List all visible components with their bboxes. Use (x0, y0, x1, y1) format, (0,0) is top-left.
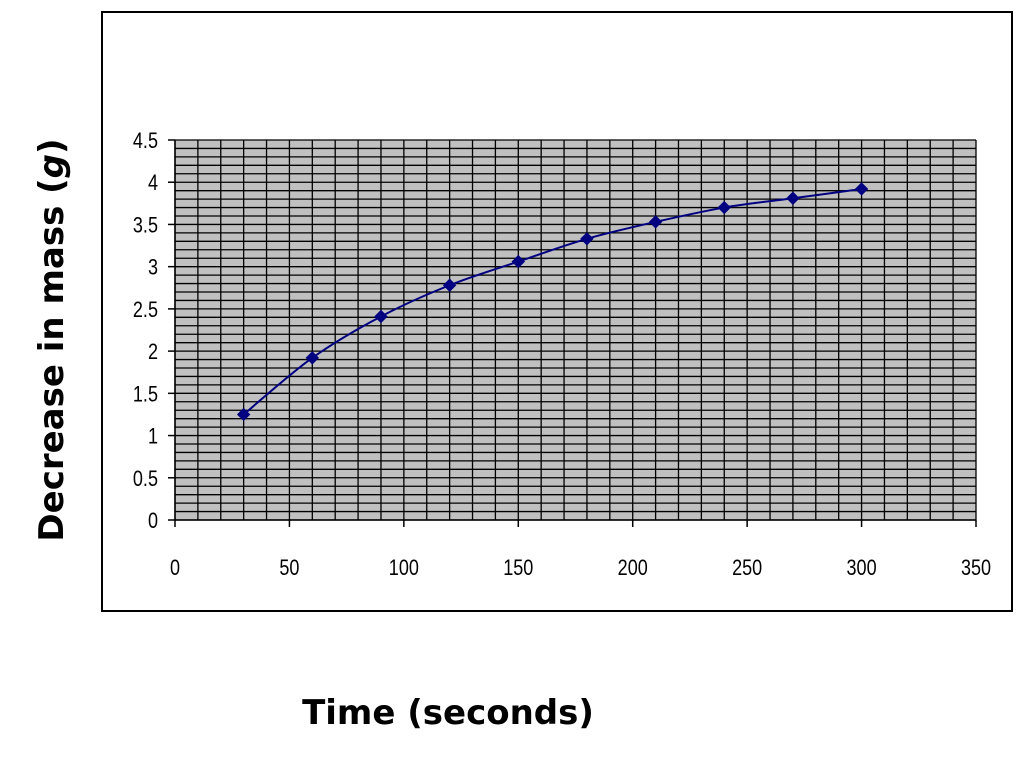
y-tick-label: 3 (148, 256, 158, 280)
x-tick-label: 50 (279, 556, 299, 580)
x-tick-label: 200 (618, 556, 648, 580)
y-tick-label: 3.5 (133, 214, 158, 238)
series-line (243, 187, 862, 416)
y-tick-label: 2.5 (133, 298, 158, 322)
data-point (305, 351, 320, 365)
axes (168, 139, 977, 527)
y-tick-label: 2 (148, 341, 158, 365)
data-point (442, 278, 457, 292)
y-tick-label: 4 (148, 172, 158, 196)
x-tick-label: 0 (170, 556, 180, 580)
x-tick-label: 350 (961, 556, 991, 580)
y-axis-title-unit: g (32, 153, 72, 179)
grid-lines (174, 139, 977, 521)
y-tick-label: 4.5 (133, 129, 158, 153)
y-axis-title-close: ) (32, 138, 72, 154)
data-point (717, 200, 731, 215)
data-point (374, 309, 388, 324)
x-tick-label: 250 (732, 556, 762, 580)
x-tick-label: 100 (389, 556, 419, 580)
y-tick-label: 1.5 (133, 383, 158, 407)
tick-labels: 0 50 100 150 200 250 300 350 0 0.5 1 1.5 2 2.5 3 3.5 4 4.… (133, 129, 991, 580)
data-point (854, 182, 869, 196)
y-tick-label: 0 (148, 509, 158, 533)
y-tick-label: 1 (148, 425, 158, 449)
data-point (236, 407, 251, 422)
data-point (648, 215, 663, 229)
x-tick-label: 300 (847, 556, 877, 580)
y-tick-label: 0.5 (133, 467, 158, 491)
x-tick-label: 150 (503, 556, 533, 580)
data-point (580, 232, 594, 246)
x-axis-title: Time (seconds) (302, 693, 594, 733)
plot-area (175, 140, 976, 520)
series-layer (236, 182, 869, 422)
y-axis-title-main: Decrease in mass ( (32, 178, 72, 542)
y-axis-title: Decrease in mass (g) (32, 138, 72, 541)
data-point (511, 254, 525, 269)
data-point (786, 191, 800, 205)
